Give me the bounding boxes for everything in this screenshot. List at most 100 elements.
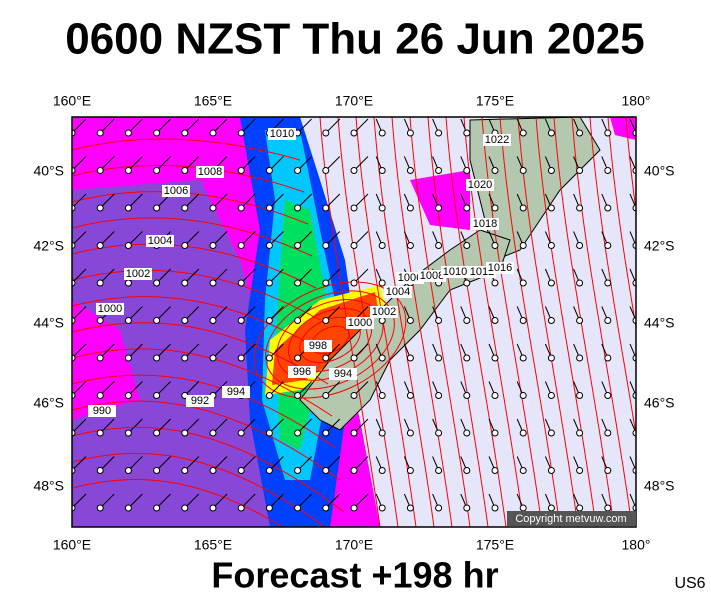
station [604, 392, 612, 399]
isobar-label: 1000 [348, 317, 372, 329]
station [266, 543, 272, 549]
isobar-label: 1010 [443, 266, 467, 278]
station [237, 167, 245, 174]
wind-barb [376, 532, 382, 546]
station [576, 317, 584, 324]
station [237, 242, 245, 249]
station [153, 467, 161, 474]
isobar-label-box [370, 306, 398, 318]
isobar-label-box [268, 128, 296, 140]
station [519, 167, 527, 174]
isobar-label-box [96, 303, 124, 315]
station [237, 279, 245, 287]
isobar [72, 426, 345, 513]
station [435, 392, 443, 399]
station [322, 504, 330, 512]
station [604, 129, 612, 137]
lon-label: 160°E [53, 537, 91, 553]
station [378, 504, 386, 512]
station [209, 279, 217, 287]
station [547, 467, 555, 474]
station [265, 467, 273, 474]
station [576, 354, 584, 362]
station [576, 129, 584, 137]
station [294, 467, 302, 474]
station [378, 317, 386, 324]
station [491, 317, 499, 324]
station [209, 242, 217, 249]
station [548, 543, 554, 549]
station [350, 242, 358, 249]
isobar [72, 138, 301, 161]
isobar-label-box [304, 340, 332, 352]
station [463, 504, 471, 512]
station [435, 204, 443, 212]
station [153, 354, 161, 362]
station [294, 242, 302, 249]
station [491, 354, 499, 362]
station [379, 543, 385, 549]
station [181, 167, 189, 174]
station [124, 204, 132, 212]
station [350, 467, 358, 474]
station [519, 242, 527, 249]
wind-barb [574, 532, 580, 546]
isobar [589, 117, 636, 438]
station [322, 317, 330, 324]
station [576, 392, 584, 399]
isobar-label: 1022 [485, 134, 509, 146]
wind-barb [100, 532, 114, 546]
station [604, 204, 612, 212]
isobar-label-box [88, 405, 116, 417]
isobar [698, 117, 711, 527]
station [547, 167, 555, 174]
isobar-label: 994 [227, 386, 245, 398]
station [153, 392, 161, 399]
map-frame [71, 116, 637, 528]
station [237, 429, 245, 437]
station [181, 129, 189, 137]
isobar [253, 281, 407, 399]
station [265, 317, 273, 324]
station [237, 467, 245, 474]
isobar [72, 374, 337, 449]
isobar-label: 1008 [198, 166, 222, 178]
lat-label: 42°S [644, 238, 675, 254]
station [322, 392, 330, 399]
wind-barb [269, 532, 283, 546]
station [181, 354, 189, 362]
station [604, 467, 612, 474]
station [350, 504, 358, 512]
station [322, 354, 330, 362]
station [265, 204, 273, 212]
isobar-label-box [124, 268, 152, 280]
station [604, 279, 612, 287]
station [124, 317, 132, 324]
station [294, 317, 302, 324]
station [406, 504, 414, 512]
isobar [72, 400, 341, 481]
station [406, 129, 414, 137]
station [322, 204, 330, 212]
isobar-label: 998 [309, 340, 327, 352]
station [181, 204, 189, 212]
station [294, 167, 302, 174]
lat-label: 40°S [644, 163, 675, 179]
station [576, 504, 584, 512]
station [350, 279, 358, 287]
station [604, 242, 612, 249]
station [406, 242, 414, 249]
station [547, 279, 555, 287]
lon-label: 175°E [476, 537, 514, 553]
station [209, 204, 217, 212]
station [463, 279, 471, 287]
wind-barb [241, 532, 255, 546]
station [463, 129, 471, 137]
station [576, 467, 584, 474]
station [294, 429, 302, 437]
station [519, 354, 527, 362]
station [491, 429, 499, 437]
station [153, 167, 161, 174]
isobar-label: 1006 [398, 272, 422, 284]
